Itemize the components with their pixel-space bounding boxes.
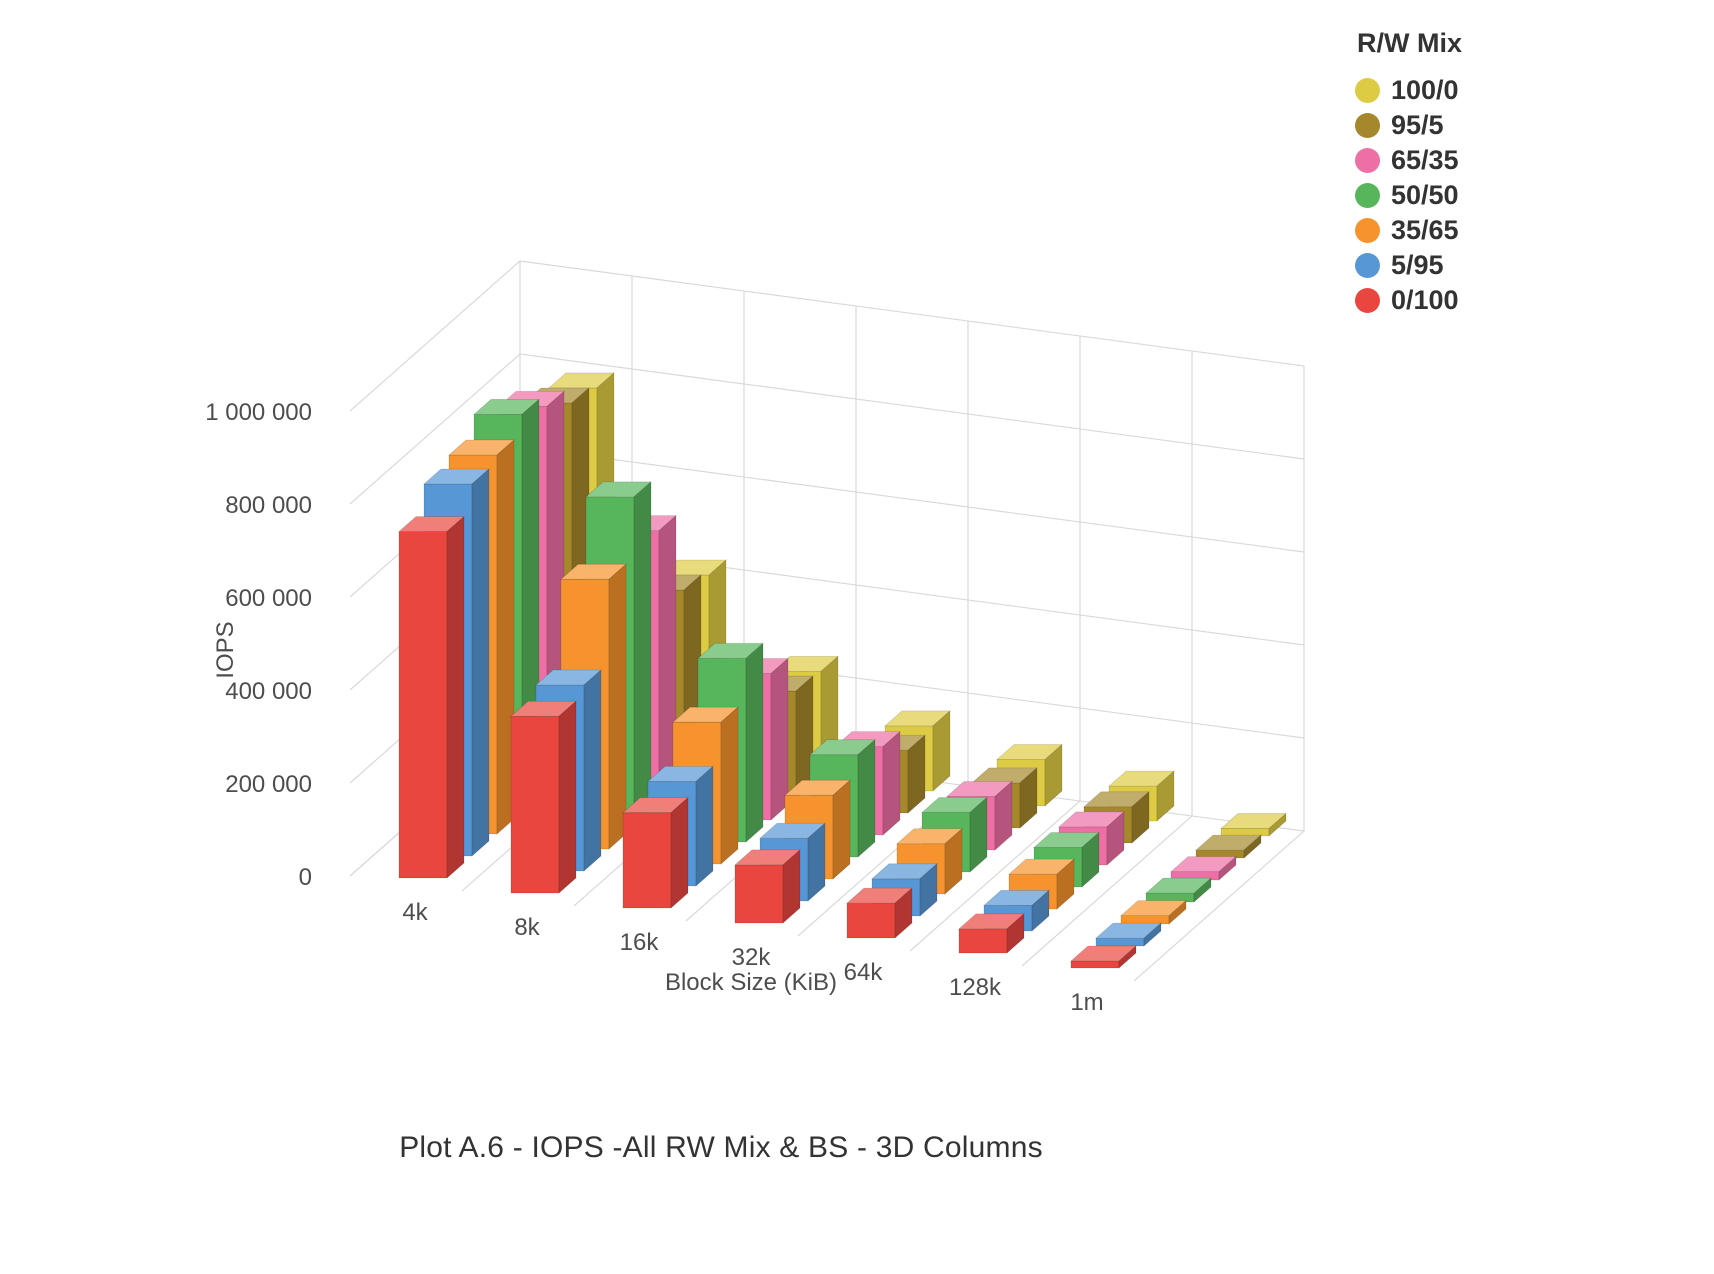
chart-title: Plot A.6 - IOPS -All RW Mix & BS - 3D Co…: [399, 1131, 1043, 1164]
legend-item-65-35[interactable]: 65/35: [1355, 143, 1462, 178]
legend-item-label: 50/50: [1391, 180, 1459, 210]
x-tick-label-16k: 16k: [620, 929, 660, 956]
y-gridline: [349, 260, 1305, 412]
legend-swatch-icon: [1355, 78, 1380, 103]
y-tick-label: 1 000 000: [205, 399, 312, 426]
x-tick-label-32k: 32k: [732, 944, 772, 971]
bar-1m-65-35[interactable]: [1169, 855, 1238, 881]
legend-item-50-50[interactable]: 50/50: [1355, 178, 1462, 213]
bar-4k-0-100[interactable]: [397, 515, 466, 879]
legend-item-label: 35/65: [1391, 215, 1459, 245]
legend-item-95-5[interactable]: 95/5: [1355, 108, 1462, 143]
bar-8k-0-100[interactable]: [509, 700, 578, 894]
bar-32k-0-100[interactable]: [733, 848, 802, 924]
x-gridline: [1021, 351, 1193, 967]
x-tick-label-64k: 64k: [844, 959, 884, 986]
legend-swatch-icon: [1355, 183, 1380, 208]
y-tick-label: 200 000: [225, 771, 312, 798]
x-tick-label-4k: 4k: [402, 899, 428, 926]
bar-1m-35-65[interactable]: [1119, 899, 1188, 925]
legend-item-label: 0/100: [1391, 285, 1459, 315]
x-tick-label-1m: 1m: [1070, 989, 1103, 1016]
bar-128k-0-100[interactable]: [957, 912, 1026, 954]
y-tick-label: 600 000: [225, 585, 312, 612]
legend-item-label: 95/5: [1391, 110, 1444, 140]
x-axis-title: Block Size (KiB): [665, 969, 837, 996]
legend-swatch-icon: [1355, 218, 1380, 243]
legend-swatch-icon: [1355, 113, 1380, 138]
legend-item-100-0[interactable]: 100/0: [1355, 73, 1462, 108]
legend-items: 100/0 95/5 65/35 50/50 35/65 5/95 0/100: [1355, 73, 1462, 318]
columns: [397, 372, 1288, 969]
legend-item-0-100[interactable]: 0/100: [1355, 283, 1462, 318]
x-tick-label-128k: 128k: [949, 974, 1002, 1001]
legend-swatch-icon: [1355, 253, 1380, 278]
grid: [349, 260, 1305, 982]
legend-item-35-65[interactable]: 35/65: [1355, 213, 1462, 248]
legend-title: R/W Mix: [1357, 28, 1462, 58]
legend-item-5-95[interactable]: 5/95: [1355, 248, 1462, 283]
bar-1m-100-0[interactable]: [1219, 812, 1288, 837]
legend-item-label: 100/0: [1391, 75, 1459, 105]
legend-swatch-icon: [1355, 288, 1380, 313]
y-axis-title: IOPS: [212, 621, 239, 678]
bar-16k-0-100[interactable]: [621, 796, 690, 909]
axis-labels: 0 200 000 400 000 600 000 800 000 1 000 000 4k…: [205, 399, 1103, 1016]
x-gridline: [909, 336, 1081, 952]
bar-1m-95-5[interactable]: [1194, 834, 1263, 859]
legend: R/W Mix 100/0 95/5 65/35 50/50 35/65 5/95 0/10…: [1355, 28, 1462, 318]
legend-swatch-icon: [1355, 148, 1380, 173]
legend-item-label: 5/95: [1391, 250, 1444, 280]
bar-1m-0-100[interactable]: [1069, 945, 1138, 969]
bar-1m-5-95[interactable]: [1094, 922, 1163, 947]
y-tick-label: 800 000: [225, 492, 312, 519]
x-tick-label-8k: 8k: [514, 914, 540, 941]
bar-64k-0-100[interactable]: [845, 887, 914, 939]
bar-1m-50-50[interactable]: [1144, 877, 1213, 903]
y-tick-label: 0: [299, 864, 312, 891]
legend-item-label: 65/35: [1391, 145, 1459, 175]
x-gridline: [1133, 366, 1305, 982]
y-tick-label: 400 000: [225, 678, 312, 705]
